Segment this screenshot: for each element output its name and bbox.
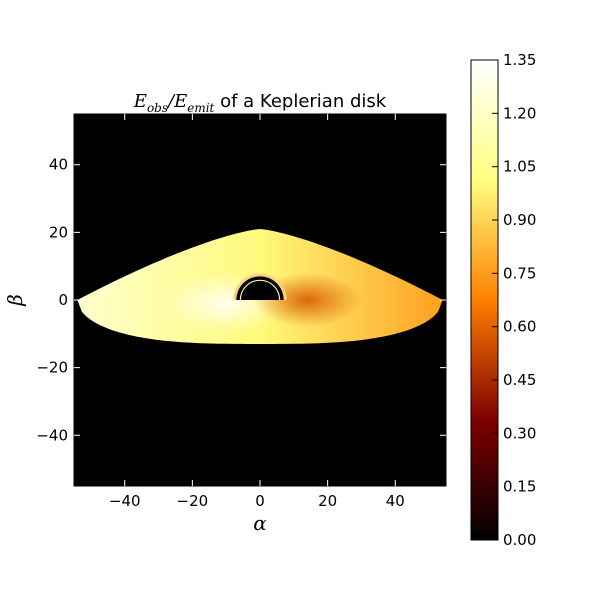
photon-ring xyxy=(239,279,281,301)
chart-title: Eobs/Eemit of a Keplerian disk xyxy=(133,91,387,115)
colorbar-tick-label: 0.60 xyxy=(503,318,536,336)
colorbar-tick-label: 0.75 xyxy=(503,264,536,282)
colorbar-tick-label: 0.90 xyxy=(503,211,536,229)
colorbar-tick-label: 0.00 xyxy=(503,531,536,549)
plot-area xyxy=(74,114,446,486)
black-hole-shadow xyxy=(236,276,284,300)
colorbar-gradient xyxy=(470,59,499,541)
y-tick-label: −20 xyxy=(36,359,68,377)
y-tick-label: 0 xyxy=(58,291,68,309)
x-tick-label: −40 xyxy=(109,492,141,510)
y-tick-label: −40 xyxy=(36,426,68,444)
colorbar-tick-label: 0.45 xyxy=(503,371,536,389)
y-tick-label: 40 xyxy=(49,156,68,174)
y-axis-label: β xyxy=(3,294,27,307)
x-axis: −40 −20 0 20 40 xyxy=(109,114,405,510)
colorbar-tick-label: 1.35 xyxy=(503,51,536,69)
colorbar-tick-label: 0.15 xyxy=(503,478,536,496)
x-axis-label: α xyxy=(253,511,267,535)
y-axis: −40 −20 0 20 40 xyxy=(36,156,446,444)
colorbar: 0.00 0.15 0.30 0.45 0.60 0.75 0.90 1.05 1.20 1.35 xyxy=(470,51,536,549)
colorbar-ticks: 0.00 0.15 0.30 0.45 0.60 0.75 0.90 1.05 1.20 1.35 xyxy=(492,51,536,549)
colorbar-tick-label: 0.30 xyxy=(503,424,536,442)
y-tick-label: 20 xyxy=(49,223,68,241)
x-tick-label: 0 xyxy=(255,492,265,510)
x-tick-label: −20 xyxy=(177,492,209,510)
colorbar-tick-label: 1.05 xyxy=(503,158,536,176)
colorbar-tick-label: 1.20 xyxy=(503,104,536,122)
x-tick-label: 20 xyxy=(318,492,337,510)
x-tick-label: 40 xyxy=(386,492,405,510)
